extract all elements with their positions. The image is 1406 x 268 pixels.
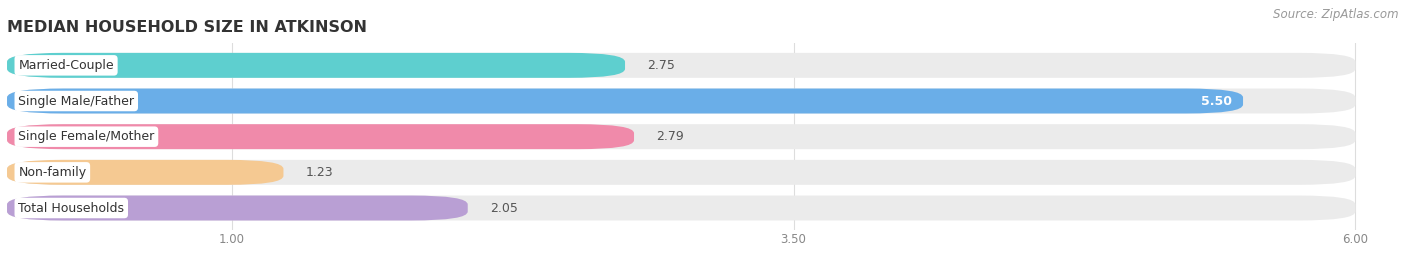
- FancyBboxPatch shape: [7, 196, 468, 221]
- Text: 2.79: 2.79: [657, 130, 685, 143]
- Text: MEDIAN HOUSEHOLD SIZE IN ATKINSON: MEDIAN HOUSEHOLD SIZE IN ATKINSON: [7, 20, 367, 35]
- FancyBboxPatch shape: [7, 160, 284, 185]
- FancyBboxPatch shape: [7, 160, 1355, 185]
- Text: 2.75: 2.75: [648, 59, 675, 72]
- FancyBboxPatch shape: [7, 53, 626, 78]
- Text: Non-family: Non-family: [18, 166, 86, 179]
- Text: Total Households: Total Households: [18, 202, 124, 214]
- Text: Single Female/Mother: Single Female/Mother: [18, 130, 155, 143]
- Text: 2.05: 2.05: [491, 202, 517, 214]
- FancyBboxPatch shape: [7, 53, 1355, 78]
- FancyBboxPatch shape: [7, 88, 1243, 113]
- FancyBboxPatch shape: [7, 196, 1355, 221]
- FancyBboxPatch shape: [7, 124, 634, 149]
- FancyBboxPatch shape: [7, 124, 1355, 149]
- Text: Single Male/Father: Single Male/Father: [18, 95, 134, 107]
- Text: 5.50: 5.50: [1201, 95, 1232, 107]
- FancyBboxPatch shape: [7, 88, 1355, 113]
- Text: Source: ZipAtlas.com: Source: ZipAtlas.com: [1274, 8, 1399, 21]
- Text: Married-Couple: Married-Couple: [18, 59, 114, 72]
- Text: 1.23: 1.23: [307, 166, 333, 179]
